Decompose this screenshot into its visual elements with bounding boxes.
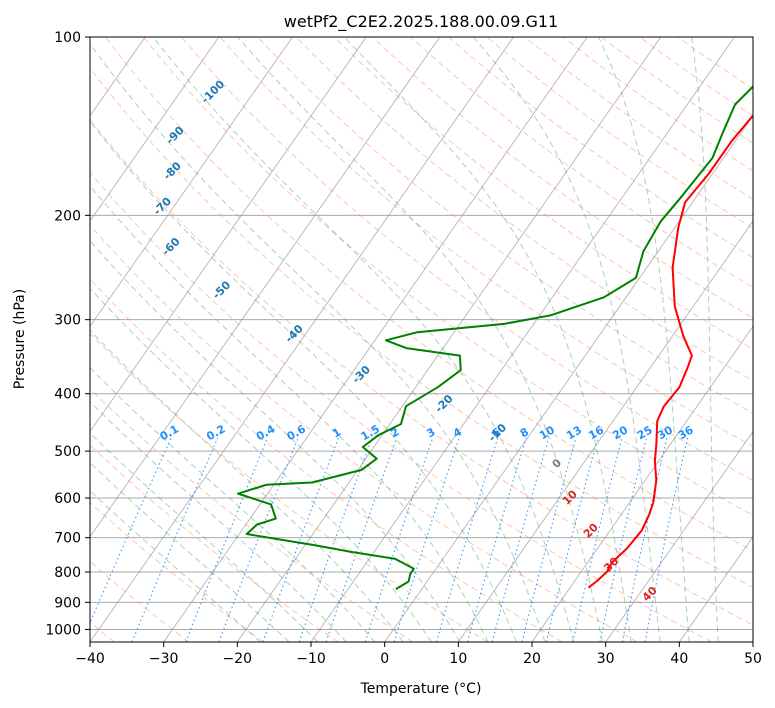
moist-adiabat-line xyxy=(90,240,461,642)
mixing-ratio-lines xyxy=(90,437,689,642)
dry-adiabat-line xyxy=(295,37,753,382)
x-tick-label: −40 xyxy=(75,651,105,667)
mixing-ratio-line xyxy=(599,437,648,642)
dry-adiabat-line xyxy=(90,171,712,642)
mixing-ratio-line xyxy=(491,437,550,642)
isotherm-line xyxy=(384,115,753,642)
mixing-ratio-line xyxy=(644,437,689,642)
isotherm-line xyxy=(310,37,735,642)
x-tick-label: 10 xyxy=(449,651,467,667)
dry-adiabat-line xyxy=(524,37,753,200)
moist-adiabat-line xyxy=(90,366,376,642)
x-tick-label: 30 xyxy=(597,651,615,667)
y-tick-label: 100 xyxy=(54,30,81,46)
x-tick-label: 50 xyxy=(744,651,762,667)
dry-adiabat-line xyxy=(90,444,339,642)
x-tick-label: 40 xyxy=(670,651,688,667)
isotherm-line xyxy=(90,37,220,222)
y-axis-label: Pressure (hPa) xyxy=(12,289,28,389)
isotherm-line xyxy=(90,37,441,538)
dry-adiabat-line xyxy=(448,37,753,259)
isotherm-line xyxy=(90,37,367,433)
mixing-ratio-line xyxy=(545,437,599,642)
isotherm-line xyxy=(90,37,514,642)
dry-adiabat-line xyxy=(600,37,753,144)
mixing-ratio-line xyxy=(185,437,268,642)
dry-adiabat-line xyxy=(562,37,753,172)
mixing-ratio-line xyxy=(572,437,623,642)
x-tick-label: −10 xyxy=(296,651,326,667)
isotherm-line xyxy=(678,536,753,642)
mixing-ratio-line xyxy=(466,437,527,642)
isotherm-line xyxy=(236,37,662,642)
plot-frame xyxy=(89,36,754,643)
x-tick-label: −20 xyxy=(223,651,253,667)
dry-adiabat-line xyxy=(257,37,753,414)
dry-adiabat-line xyxy=(104,37,753,552)
dry-adiabats xyxy=(90,37,753,642)
mixing-ratio-line xyxy=(131,437,219,642)
x-tick-label: −30 xyxy=(149,651,179,667)
mixing-ratio-line xyxy=(218,437,299,642)
mixing-ratio-line xyxy=(298,437,373,642)
dry-adiabat-line xyxy=(90,332,488,642)
dry-adiabat-line xyxy=(90,502,264,642)
isotherm-line xyxy=(90,37,293,327)
dry-adiabat-line xyxy=(486,37,753,229)
y-tick-label: 300 xyxy=(54,313,81,329)
moist-adiabats xyxy=(90,37,719,642)
x-axis: −40 −30 −20 −10 0 10 20 30 40 50 xyxy=(75,642,762,667)
x-axis-label: Temperature (°C) xyxy=(360,681,482,697)
isotherm-line xyxy=(531,325,753,642)
y-tick-label: 500 xyxy=(54,444,81,460)
moist-adiabat-line xyxy=(90,287,432,642)
dry-adiabat-line xyxy=(90,224,638,642)
y-tick-label: 400 xyxy=(54,387,81,403)
dry-adiabat-line xyxy=(143,37,753,516)
y-tick-label: 900 xyxy=(54,595,81,611)
mixing-ratio-line xyxy=(621,437,668,642)
y-tick-label: 600 xyxy=(54,491,81,507)
mixing-ratio-line xyxy=(521,437,577,642)
moist-adiabat-line xyxy=(472,37,661,642)
y-axis: 100 200 300 400 500 600 700 800 900 1000 xyxy=(45,30,90,638)
chart-title: wetPf2_C2E2.2025.188.00.09.G11 xyxy=(284,12,558,32)
isotherm-line xyxy=(457,220,753,642)
data-series xyxy=(237,85,753,590)
mixing-ratio-line xyxy=(90,437,172,625)
dewpoint-profile-line xyxy=(237,85,753,590)
moist-adiabat-line xyxy=(691,37,719,642)
dry-adiabat-line xyxy=(333,37,753,350)
isotherm-gridlines xyxy=(90,37,753,642)
moist-adiabat-line xyxy=(152,37,575,642)
isobar-gridlines xyxy=(90,37,753,630)
moist-adiabat-line xyxy=(343,37,632,642)
moist-adiabat-line xyxy=(90,120,517,642)
y-tick-label: 700 xyxy=(54,531,81,547)
y-tick-label: 200 xyxy=(54,208,81,224)
mixing-ratio-line xyxy=(262,437,340,642)
y-tick-label: 800 xyxy=(54,565,81,581)
x-tick-label: 20 xyxy=(523,651,541,667)
dry-adiabat-line xyxy=(90,278,563,642)
moist-adiabat-line xyxy=(90,185,489,642)
isotherm-line xyxy=(605,430,753,642)
moist-adiabat-line xyxy=(90,42,546,642)
isotherm-line xyxy=(163,37,588,642)
dry-adiabat-line xyxy=(90,67,753,588)
moist-adiabat-line xyxy=(598,37,690,642)
y-tick-label: 1000 xyxy=(45,622,81,638)
moist-adiabat-line xyxy=(90,490,261,642)
moist-adiabat-line xyxy=(237,37,603,642)
moist-adiabat-line xyxy=(90,329,404,642)
temperature-profile-line xyxy=(587,113,753,589)
x-tick-label: 0 xyxy=(380,651,389,667)
dry-adiabat-line xyxy=(90,119,753,626)
